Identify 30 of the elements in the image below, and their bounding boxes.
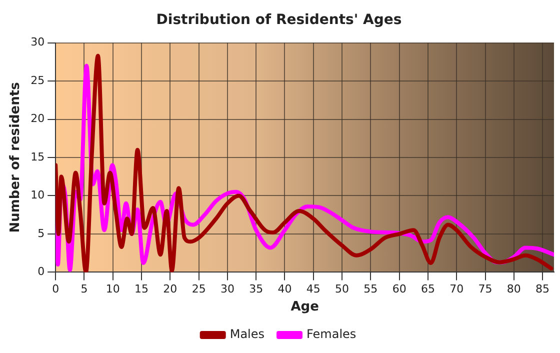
x-tick-label: 80	[506, 282, 521, 296]
chart-title: Distribution of Residents' Ages	[156, 12, 402, 28]
x-tick-label: 60	[392, 282, 406, 296]
y-axis-title: Number of residents	[8, 82, 24, 233]
y-tick-label: 0	[38, 265, 45, 278]
x-tick-label: 0	[52, 282, 60, 296]
x-tick-label: 35	[249, 282, 264, 296]
x-tick-label: 75	[478, 282, 492, 296]
x-axis-title: Age	[290, 300, 320, 315]
x-tick-label: 30	[220, 282, 234, 296]
y-tick-label: 25	[30, 74, 45, 87]
x-tick-label: 20	[163, 282, 178, 296]
x-tick-label: 25	[192, 282, 206, 296]
y-tick-label: 10	[30, 188, 45, 202]
y-tick-label: 30	[30, 36, 45, 49]
x-tick-label: 15	[134, 282, 149, 296]
x-tick-label: 50	[335, 282, 350, 296]
x-tick-label: 10	[106, 282, 120, 296]
legend-label: Males	[230, 327, 265, 342]
y-tick-label: 5	[38, 226, 45, 240]
x-tick-label: 65	[420, 282, 435, 296]
x-tick-label: 45	[306, 282, 320, 296]
x-tick-label: 55	[364, 282, 378, 296]
y-tick-label: 15	[30, 150, 45, 164]
x-tick-label: 5	[80, 282, 88, 296]
legend-label: Females	[306, 327, 356, 342]
x-tick-label: 85	[536, 282, 550, 296]
x-tick-label: 70	[450, 282, 464, 296]
y-tick-label: 20	[30, 112, 45, 126]
x-tick-label: 40	[278, 282, 292, 296]
